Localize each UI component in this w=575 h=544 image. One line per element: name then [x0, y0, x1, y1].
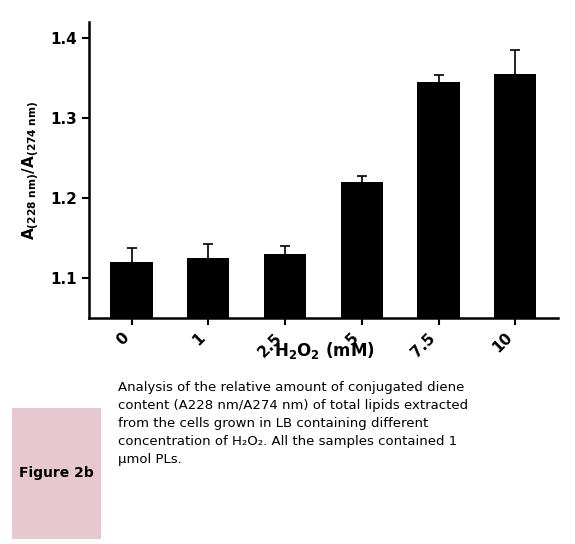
- Bar: [494, 74, 536, 544]
- Bar: [187, 258, 229, 544]
- Bar: [110, 262, 152, 544]
- FancyBboxPatch shape: [12, 408, 101, 539]
- Bar: [417, 82, 459, 544]
- Bar: [341, 182, 383, 544]
- Y-axis label: $\mathbf{A_{(228\ nm)}/A_{(274\ nm)}}$: $\mathbf{A_{(228\ nm)}/A_{(274\ nm)}}$: [21, 100, 42, 240]
- Text: Analysis of the relative amount of conjugated diene
content (A228 nm/A274 nm) of: Analysis of the relative amount of conju…: [118, 381, 468, 466]
- Text: Figure 2b: Figure 2b: [18, 466, 93, 480]
- Text: $\mathbf{H_2O_2}$ $\mathbf{(mM)}$: $\mathbf{H_2O_2}$ $\mathbf{(mM)}$: [274, 341, 375, 361]
- Bar: [264, 254, 306, 544]
